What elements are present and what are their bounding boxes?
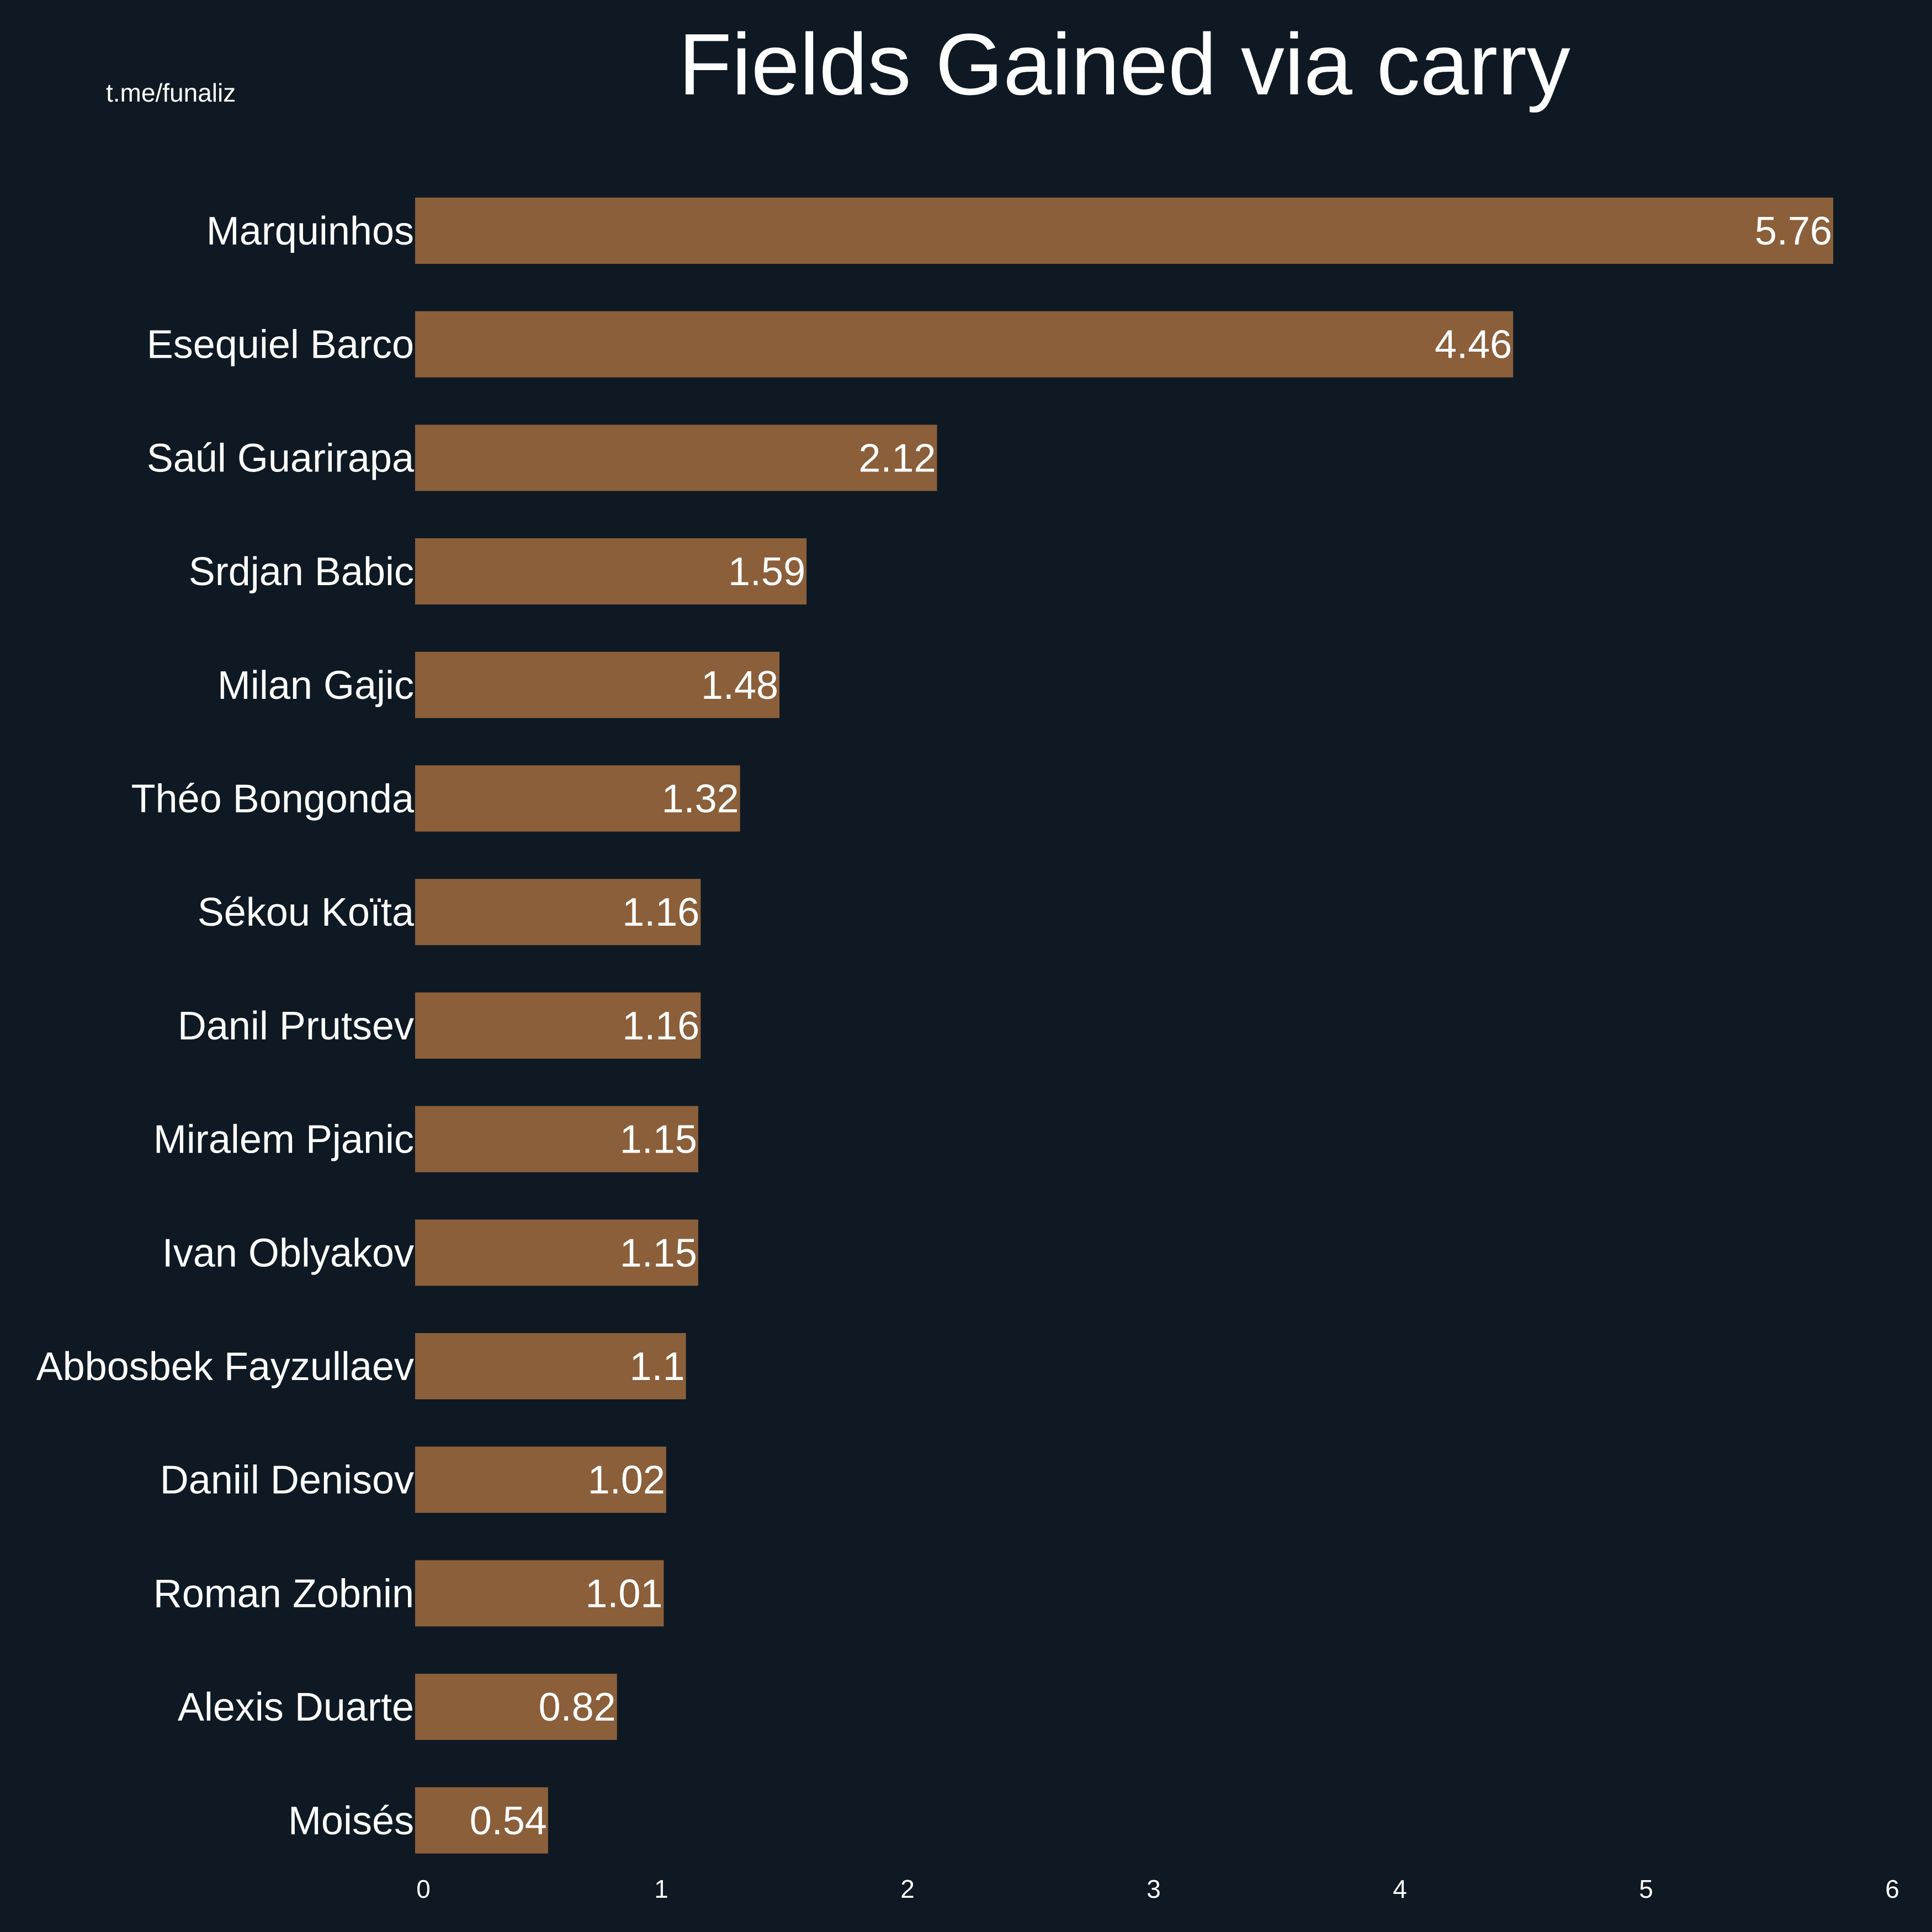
category-label: Abbosbek Fayzullaev <box>36 1345 414 1389</box>
category-label: Alexis Duarte <box>178 1685 414 1729</box>
value-label: 0.82 <box>539 1685 616 1729</box>
category-label: Sékou Koïta <box>198 890 415 935</box>
x-tick-label: 1 <box>654 1875 668 1903</box>
bar <box>415 198 1833 264</box>
watermark-text: t.me/funaliz <box>106 78 236 107</box>
bar <box>415 1560 664 1627</box>
value-label: 1.48 <box>701 664 778 708</box>
bar <box>415 879 701 946</box>
value-label: 1.59 <box>728 550 805 594</box>
bar <box>415 538 807 605</box>
bar <box>415 765 740 832</box>
bar <box>415 1446 666 1513</box>
x-tick-label: 4 <box>1393 1875 1407 1903</box>
x-tick-label: 3 <box>1147 1875 1161 1903</box>
value-label: 0.54 <box>470 1799 547 1843</box>
bars-layer <box>415 198 1833 1854</box>
value-label: 1.01 <box>585 1572 662 1616</box>
chart-title: Fields Gained via carry <box>678 16 1570 113</box>
category-label: Théo Bongonda <box>131 777 415 821</box>
category-label: Danil Prutsev <box>178 1004 414 1048</box>
x-axis-ticks: 0 1 2 3 4 5 6 <box>416 1875 1899 1903</box>
value-label: 2.12 <box>858 436 936 480</box>
value-label: 1.32 <box>662 777 739 821</box>
category-label: Ivan Oblyakov <box>162 1231 414 1275</box>
value-label: 1.16 <box>622 890 699 935</box>
bar <box>415 1787 548 1854</box>
value-label: 1.15 <box>620 1231 697 1275</box>
bar <box>415 651 780 718</box>
bar <box>415 992 701 1059</box>
value-label: 1.15 <box>620 1118 697 1162</box>
category-label: Moisés <box>288 1799 414 1843</box>
x-tick-label: 2 <box>900 1875 915 1903</box>
value-labels-layer: 5.76 4.46 2.12 1.59 1.48 1.32 1.16 1.16 1.15 1.15… <box>470 209 1832 1843</box>
bar <box>415 311 1514 378</box>
category-label: Esequiel Barco <box>147 323 414 367</box>
x-tick-label: 6 <box>1885 1875 1899 1903</box>
value-label: 1.02 <box>588 1458 665 1503</box>
value-label: 1.16 <box>622 1004 699 1048</box>
category-label: Roman Zobnin <box>153 1572 414 1616</box>
category-label: Saúl Guarirapa <box>147 436 415 480</box>
bar <box>415 1333 686 1399</box>
x-tick-label: 0 <box>416 1875 431 1903</box>
category-label: Milan Gajic <box>217 664 414 708</box>
value-label: 1.1 <box>630 1345 685 1389</box>
value-label: 5.76 <box>1755 209 1832 253</box>
x-tick-label: 5 <box>1639 1875 1653 1903</box>
bar <box>415 1219 698 1286</box>
category-label: Daniil Denisov <box>160 1458 414 1503</box>
category-label: Srdjan Babic <box>189 550 414 594</box>
bar <box>415 1674 617 1740</box>
bar <box>415 424 937 491</box>
category-labels-layer: Marquinhos Esequiel Barco Saúl Guarirapa Sr… <box>36 209 415 1843</box>
value-label: 4.46 <box>1435 323 1512 367</box>
bar <box>415 1106 698 1172</box>
category-label: Marquinhos <box>206 209 414 253</box>
category-label: Miralem Pjanic <box>153 1118 414 1162</box>
